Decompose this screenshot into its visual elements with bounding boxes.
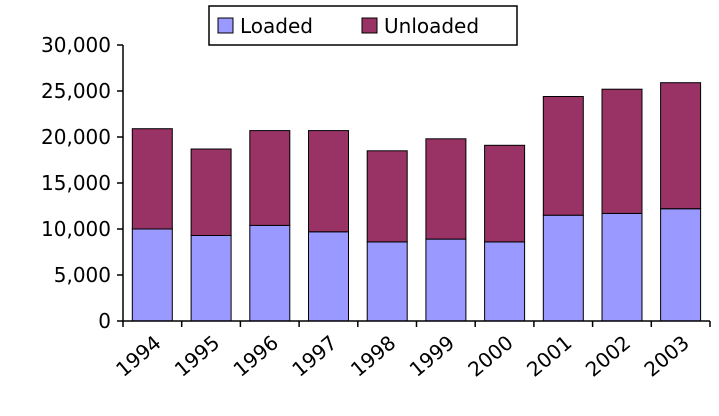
y-tick-label: 30,000 <box>41 33 111 57</box>
bars-layer <box>131 82 702 322</box>
x-tick-label: 2003 <box>639 330 693 381</box>
bar-unloaded-2001 <box>542 96 584 216</box>
x-tick-label: 1996 <box>229 330 283 381</box>
legend-label-loaded: Loaded <box>240 14 313 38</box>
bar-loaded-2000 <box>484 241 526 322</box>
bar-unloaded-2002 <box>601 88 643 214</box>
legend-swatch-loaded <box>217 17 234 34</box>
bar-loaded-2001 <box>542 214 584 322</box>
x-tick-label: 2001 <box>522 330 576 381</box>
x-tick-label: 1999 <box>405 330 459 381</box>
bar-unloaded-1994 <box>131 128 173 230</box>
y-tick-label: 20,000 <box>41 125 111 149</box>
y-tick-label: 10,000 <box>41 217 111 241</box>
bar-loaded-2002 <box>601 212 643 322</box>
bar-loaded-1998 <box>366 241 408 322</box>
bar-unloaded-1995 <box>190 148 232 236</box>
x-tick-label: 1998 <box>346 330 400 381</box>
x-tick-label: 2002 <box>581 330 635 381</box>
bar-unloaded-1996 <box>249 130 291 226</box>
bar-loaded-1999 <box>425 238 467 322</box>
legend-swatch-unloaded <box>361 17 378 34</box>
y-tick-label: 5,000 <box>54 263 111 287</box>
x-tick-label: 1994 <box>111 330 165 381</box>
bar-unloaded-1998 <box>366 150 408 243</box>
bar-loaded-2003 <box>660 208 702 322</box>
x-tick-label: 1997 <box>287 330 341 381</box>
bar-loaded-1997 <box>308 231 349 322</box>
legend-label-unloaded: Unloaded <box>384 14 479 38</box>
x-tick-label: 1995 <box>170 330 224 381</box>
bar-loaded-1996 <box>249 224 291 322</box>
y-tick-label: 0 <box>98 309 111 333</box>
bar-loaded-1994 <box>131 228 173 322</box>
bar-unloaded-1997 <box>308 130 349 233</box>
bar-unloaded-2003 <box>660 82 702 210</box>
bar-unloaded-2000 <box>484 144 526 243</box>
y-tick-label: 25,000 <box>41 79 111 103</box>
bar-loaded-1995 <box>190 234 232 322</box>
bar-unloaded-1999 <box>425 138 467 240</box>
y-tick-label: 15,000 <box>41 171 111 195</box>
x-tick-label: 2000 <box>463 330 517 381</box>
legend: Loaded Unloaded <box>208 5 518 46</box>
